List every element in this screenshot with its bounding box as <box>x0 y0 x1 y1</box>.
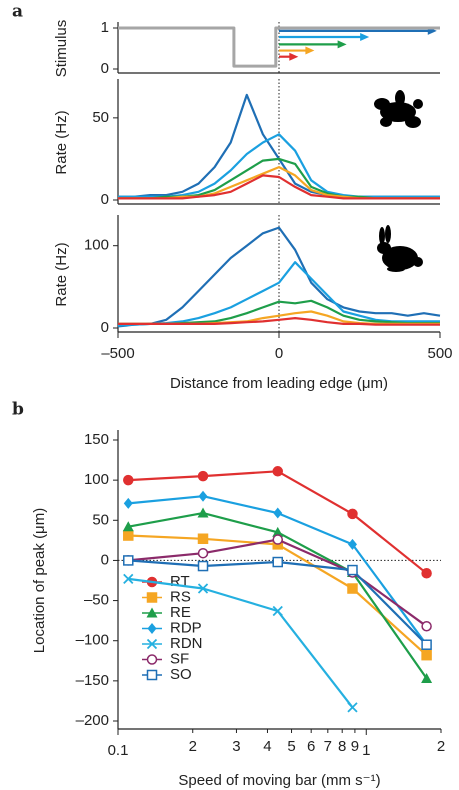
data-point <box>272 605 283 617</box>
x-tick-label: 6 <box>307 738 315 755</box>
data-point <box>272 466 283 477</box>
legend-label: RS <box>170 588 191 605</box>
y-tick-label: –200 <box>76 712 109 729</box>
y-tick-label: –100 <box>76 632 109 649</box>
series-line <box>118 166 440 200</box>
y-tick-label: 100 <box>84 471 109 488</box>
data-point <box>347 564 358 576</box>
y-tick-label: 0 <box>101 60 109 77</box>
data-point <box>272 526 284 537</box>
panel-label: b <box>12 400 24 420</box>
x-tick-label: 4 <box>263 738 271 755</box>
y-tick-label: 150 <box>84 431 109 448</box>
x-tick-label: 0.1 <box>108 742 129 759</box>
y-axis-label: Stimulus <box>53 20 70 78</box>
data-point <box>421 621 432 632</box>
y-tick-label: 0 <box>101 319 109 336</box>
arrow-head <box>305 46 315 55</box>
data-point <box>421 649 432 661</box>
data-point <box>197 507 209 518</box>
series-line <box>117 226 441 328</box>
data-point <box>123 497 133 509</box>
silhouette-scrambled <box>374 90 423 128</box>
legend-label: RE <box>170 604 191 621</box>
y-tick-label: 1 <box>101 19 109 36</box>
legend-label: SF <box>170 650 189 667</box>
arrow-head <box>289 52 299 61</box>
series-line <box>128 577 354 709</box>
data-point <box>197 583 209 594</box>
data-point <box>347 583 358 594</box>
series-line <box>118 174 440 200</box>
legend-marker <box>146 607 158 618</box>
arrow-head <box>360 33 370 42</box>
y-tick-label: –50 <box>84 592 109 609</box>
data-point <box>197 533 209 545</box>
data-point <box>347 538 357 550</box>
data-point <box>421 672 433 683</box>
x-tick-label: 1 <box>362 742 370 759</box>
y-axis-label: Rate (Hz) <box>53 110 70 174</box>
legend-marker <box>146 654 158 665</box>
data-point <box>272 556 283 568</box>
data-point <box>421 568 432 579</box>
data-point <box>198 490 208 502</box>
data-point <box>197 547 209 559</box>
legend-label: SO <box>170 666 192 683</box>
silhouette-rabbit <box>377 225 423 272</box>
y-tick-label: 50 <box>92 511 109 528</box>
legend-marker <box>146 669 158 681</box>
x-axis-label: Distance from leading edge (μm) <box>170 375 388 392</box>
data-point <box>421 639 432 650</box>
x-tick-label: 5 <box>287 738 295 755</box>
x-tick-label: 0 <box>275 345 283 362</box>
panel-label: a <box>12 2 23 22</box>
data-point <box>272 534 283 545</box>
legend-marker <box>147 623 157 634</box>
y-axis-label: Location of peak (μm) <box>31 508 48 653</box>
legend-label: RDP <box>170 619 202 636</box>
y-tick-label: 0 <box>101 191 109 208</box>
data-point <box>273 507 283 519</box>
y-axis-label: Rate (Hz) <box>53 242 70 306</box>
x-tick-label: 2 <box>189 738 197 755</box>
data-point <box>122 521 134 532</box>
y-tick-label: –150 <box>76 672 109 689</box>
y-tick-label: 50 <box>92 109 109 126</box>
data-point <box>347 508 358 520</box>
x-tick-label: –500 <box>101 345 134 362</box>
legend-marker <box>146 638 158 650</box>
data-point <box>123 474 134 486</box>
data-point <box>123 555 134 566</box>
series-line <box>118 317 440 326</box>
x-tick-label: 8 <box>338 738 346 755</box>
series-line <box>118 133 440 198</box>
data-point <box>123 573 134 585</box>
legend-label: RDN <box>170 635 203 652</box>
arrow-head <box>337 40 347 49</box>
x-tick-label: 500 <box>427 345 452 362</box>
x-tick-label: 9 <box>351 738 359 755</box>
x-tick-label: 3 <box>232 738 240 755</box>
x-tick-label: 2 <box>437 738 445 755</box>
data-point <box>347 702 358 713</box>
legend-marker <box>146 592 158 603</box>
data-point <box>197 560 209 572</box>
data-point <box>197 470 209 482</box>
data-point <box>123 530 134 541</box>
series-line <box>118 26 440 68</box>
y-tick-label: 0 <box>101 551 109 568</box>
x-tick-label: 7 <box>324 738 332 755</box>
y-tick-label: 100 <box>84 237 109 254</box>
x-axis-label: Speed of moving bar (mm s⁻¹) <box>178 772 380 789</box>
